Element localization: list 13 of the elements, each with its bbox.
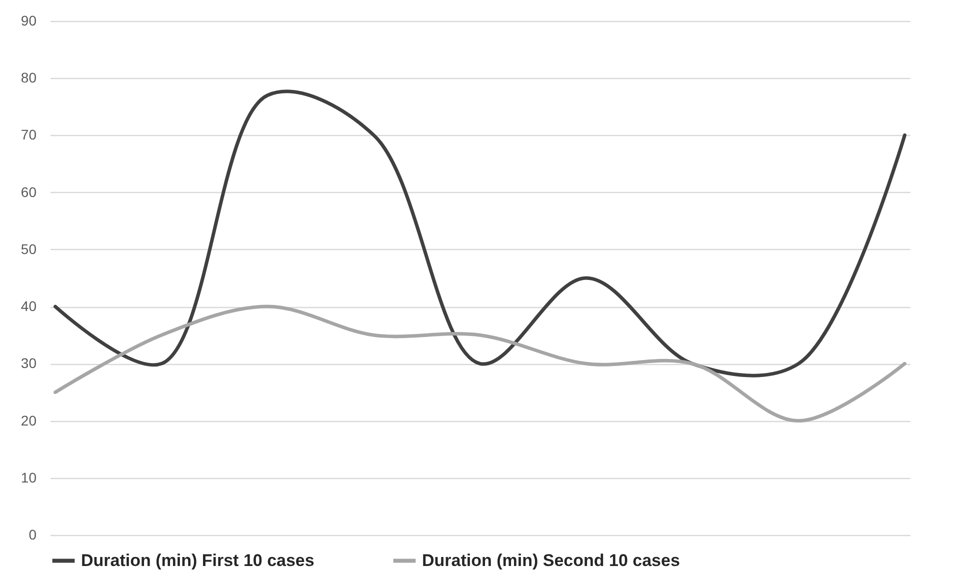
y-tick-label: 60 xyxy=(20,184,37,200)
y-tick-label: 0 xyxy=(28,526,37,542)
y-tick-label: 70 xyxy=(20,126,37,143)
y-tick-label: 50 xyxy=(20,240,37,257)
y-tick-label: 30 xyxy=(20,355,37,372)
legend-label: Duration (min) Second 10 cases xyxy=(422,550,680,570)
legend-label: Duration (min) First 10 cases xyxy=(81,550,314,570)
y-tick-label: 20 xyxy=(20,412,37,428)
y-tick-label: 90 xyxy=(20,12,37,28)
y-tick-label: 80 xyxy=(20,70,37,86)
y-tick-label: 10 xyxy=(20,469,37,486)
line-series xyxy=(54,304,906,423)
y-tick-label: 40 xyxy=(20,298,37,314)
